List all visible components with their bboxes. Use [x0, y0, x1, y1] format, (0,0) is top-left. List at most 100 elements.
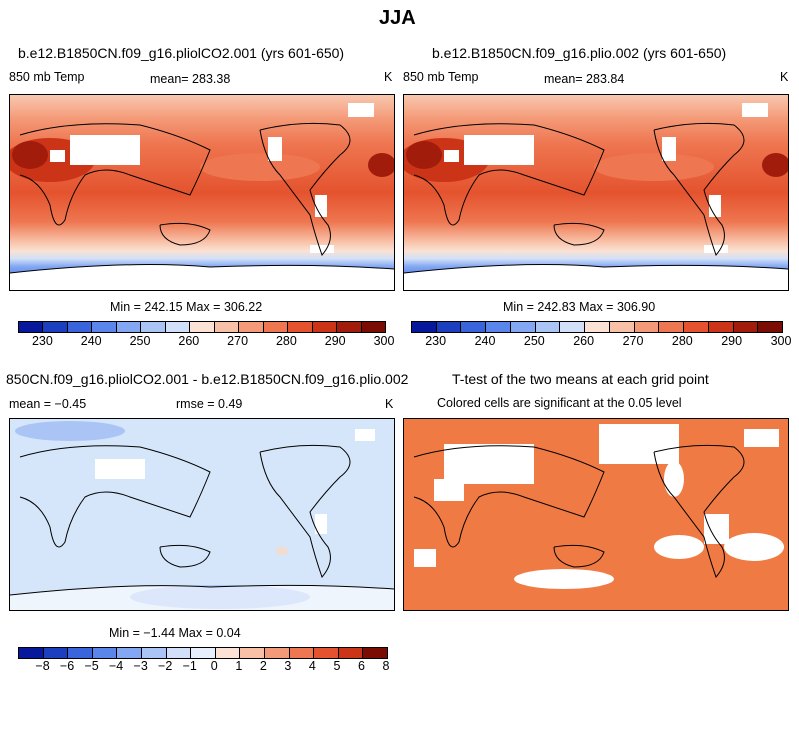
panel1-colorbar-swatch [67, 322, 93, 332]
panel1-colorbar-swatch [214, 322, 240, 332]
panel2-colorbar-tick-label: 290 [721, 334, 743, 348]
panel2-colorbar-swatch [659, 322, 685, 332]
panel2-colorbar-swatch [510, 322, 536, 332]
panel3-colorbar-swatch [141, 648, 167, 658]
panel2-colorbar-tick-label: 300 [770, 334, 792, 348]
panel2-temperature-map [403, 94, 789, 291]
panel3-colorbar-tick-label: −5 [84, 659, 99, 673]
panel2-variable: 850 mb Temp [403, 70, 479, 84]
panel2-colorbar-swatch [585, 322, 610, 332]
panel1-units: K [384, 70, 393, 84]
panel3-colorbar-tick-label: −1 [182, 659, 197, 673]
panel2-colorbar-swatch [461, 322, 487, 332]
panel3-colorbar-tick-label: 2 [259, 659, 267, 673]
panel3-colorbar-tick-label: −4 [108, 659, 124, 673]
panel3-colorbar [18, 647, 388, 659]
panel3-colorbar-tick-label: −3 [133, 659, 148, 673]
panel4-title: T-test of the two means at each grid poi… [452, 371, 709, 387]
panel1-mean: mean= 283.38 [150, 72, 231, 86]
panel1-colorbar-swatch [19, 322, 44, 332]
panel1-colorbar-swatch [312, 322, 338, 332]
panel2-colorbar-swatch [560, 322, 586, 332]
panel3-colorbar-tick-label: 0 [210, 659, 218, 673]
panel1-colorbar-tick-label: 230 [31, 334, 53, 348]
panel1-colorbar-tick-label: 300 [373, 334, 395, 348]
panel1-colorbar-tick-label: 290 [324, 334, 346, 348]
panel3-colorbar-tick-label: 5 [333, 659, 341, 673]
panel3-colorbar-swatch [68, 648, 93, 658]
panel2-colorbar-swatch [634, 322, 660, 332]
panel1-colorbar-swatch [361, 322, 386, 332]
panel2-mean: mean= 283.84 [544, 72, 625, 86]
panel3-difference-map [9, 418, 395, 611]
panel3-colorbar-swatch [363, 648, 387, 658]
panel3-colorbar-tick-label: 4 [308, 659, 316, 673]
panel4-significance-map [403, 418, 789, 611]
panel1-colorbar-swatch [263, 322, 289, 332]
panel3-colorbar-tick-label: 6 [357, 659, 365, 673]
panel1-colorbar [18, 321, 386, 333]
panel1-colorbar-labels: 230 240 250 260 270 280 290 300 [18, 334, 394, 350]
panel2-units: K [780, 70, 789, 84]
panel2-title: b.e12.B1850CN.f09_g16.plio.002 (yrs 601-… [432, 45, 727, 61]
panel1-colorbar-tick-label: 260 [178, 334, 200, 348]
panel2-colorbar-swatch [758, 322, 783, 332]
panel2-stats: Min = 242.83 Max = 306.90 [503, 300, 656, 314]
panel3-units: K [385, 397, 394, 411]
panel2-colorbar-swatch [708, 322, 734, 332]
panel3-colorbar-swatch [117, 648, 142, 658]
panel3-colorbar-swatch [215, 648, 241, 658]
panel1-colorbar-swatch [165, 322, 191, 332]
figure-title: JJA [379, 7, 416, 29]
panel2-colorbar-swatch [609, 322, 635, 332]
panel2-colorbar-tick-label: 270 [622, 334, 644, 348]
panel2-colorbar-tick-label: 250 [523, 334, 545, 348]
panel1-title: b.e12.B1850CN.f09_g16.pliolCO2.001 (yrs … [18, 45, 345, 61]
panel3-colorbar-swatch [338, 648, 364, 658]
panel3-colorbar-swatch [264, 648, 290, 658]
panel3-colorbar-swatch [19, 648, 44, 658]
panel2-colorbar-tick-label: 230 [425, 334, 447, 348]
panel3-colorbar-tick-label: 8 [382, 659, 390, 673]
panel3-colorbar-swatch [289, 648, 315, 658]
panel1-stats: Min = 242.15 Max = 306.22 [110, 300, 263, 314]
panel2-colorbar-tick-label: 260 [573, 334, 595, 348]
panel3-colorbar-tick-label: 1 [235, 659, 243, 673]
panel3-colorbar-swatch [191, 648, 216, 658]
panel2-colorbar-labels: 230 240 250 260 270 280 290 300 [411, 334, 791, 350]
panel2-colorbar-swatch [436, 322, 462, 332]
panel2-colorbar-swatch [684, 322, 709, 332]
panel3-colorbar-swatch [43, 648, 69, 658]
panel3-title: 850CN.f09_g16.pliolCO2.001 - b.e12.B1850… [6, 371, 409, 387]
panel2-colorbar-swatch [733, 322, 759, 332]
panel2-colorbar-swatch [535, 322, 561, 332]
panel3-colorbar-labels: −8 −6 −5 −4 −3 −2 −1 0 1 2 3 4 5 6 8 [18, 659, 389, 675]
panel1-colorbar-tick-label: 250 [129, 334, 151, 348]
panel2-colorbar-swatch [412, 322, 437, 332]
panel1-colorbar-swatch [190, 322, 215, 332]
panel1-colorbar-swatch [43, 322, 68, 332]
panel3-colorbar-tick-label: −2 [158, 659, 173, 673]
panel3-colorbar-tick-label: 3 [284, 659, 292, 673]
panel3-colorbar-tick-label: −6 [59, 659, 75, 673]
panel1-colorbar-swatch [337, 322, 362, 332]
panel3-colorbar-swatch [166, 648, 192, 658]
panel2-colorbar-tick-label: 240 [474, 334, 496, 348]
panel1-colorbar-tick-label: 270 [227, 334, 249, 348]
panel3-mean: mean = −0.45 [9, 397, 87, 411]
panel3-colorbar-swatch [314, 648, 339, 658]
panel3-colorbar-tick-label: −8 [35, 659, 50, 673]
panel1-colorbar-swatch [116, 322, 142, 332]
panel3-rmse: rmse = 0.49 [176, 397, 243, 411]
panel4-subtitle: Colored cells are significant at the 0.0… [437, 396, 682, 410]
panel1-colorbar-swatch [288, 322, 313, 332]
panel2-colorbar [411, 321, 783, 333]
panel3-colorbar-swatch [92, 648, 118, 658]
panel2-colorbar-swatch [486, 322, 511, 332]
panel3-colorbar-swatch [240, 648, 265, 658]
panel1-colorbar-tick-label: 240 [80, 334, 102, 348]
panel1-variable: 850 mb Temp [9, 70, 85, 84]
panel1-colorbar-tick-label: 280 [275, 334, 297, 348]
panel1-temperature-map [9, 94, 395, 291]
panel1-colorbar-swatch [92, 322, 117, 332]
